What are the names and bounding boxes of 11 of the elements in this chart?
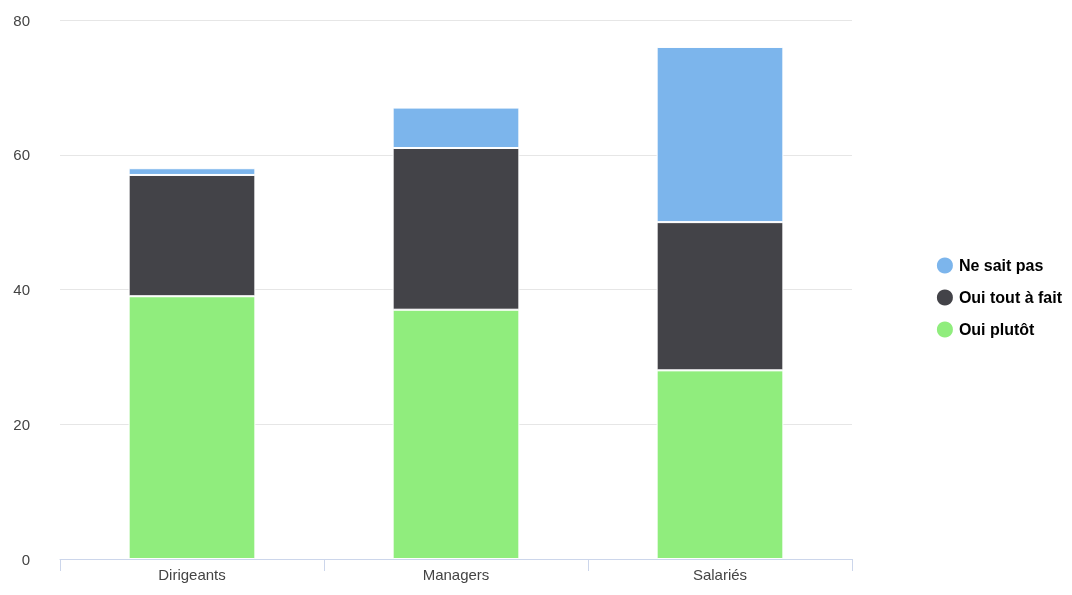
x-tick-label: Managers bbox=[422, 566, 490, 583]
y-tick-label: 40 bbox=[13, 281, 30, 298]
legend-label: Ne sait pas bbox=[958, 257, 1044, 274]
y-tick-label: 20 bbox=[13, 415, 30, 433]
x-tick-label: Salariés bbox=[692, 566, 748, 583]
y-tick-label: 80 bbox=[13, 11, 30, 29]
x-tick-label: Dirigeants bbox=[158, 566, 226, 583]
legend-label: Oui plutôt bbox=[958, 321, 1036, 338]
y-tick-label: 60 bbox=[13, 146, 30, 164]
y-tick-label: 0 bbox=[21, 550, 30, 568]
legend-label: Oui tout à fait bbox=[958, 289, 1063, 306]
